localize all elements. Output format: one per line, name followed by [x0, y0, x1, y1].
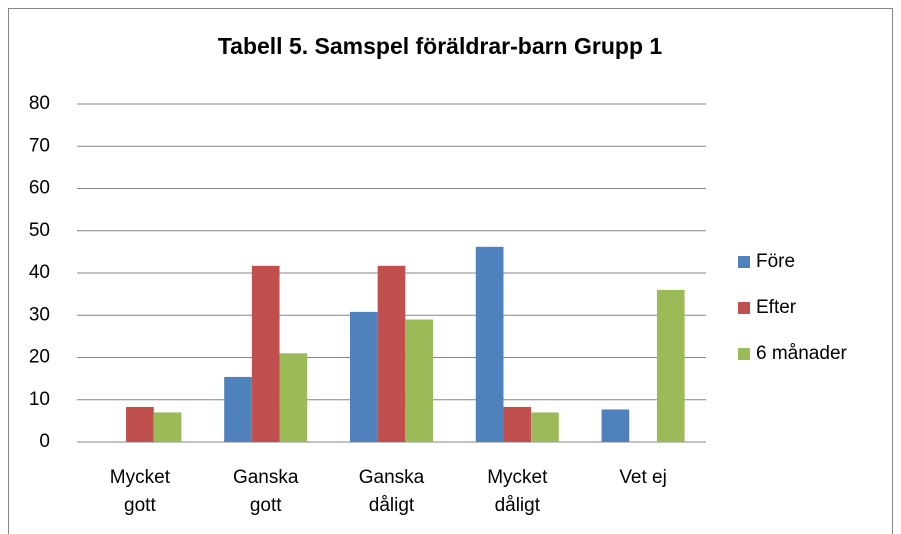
bar — [279, 353, 308, 442]
bar — [224, 376, 252, 442]
bar — [656, 289, 685, 442]
bar — [531, 412, 559, 442]
legend-swatch — [738, 256, 750, 268]
legend-swatch — [738, 348, 750, 360]
bar — [153, 412, 182, 442]
x-tick-label: Ganska — [359, 467, 425, 488]
y-tick-label: 60 — [29, 178, 50, 199]
y-tick-label: 20 — [29, 347, 50, 368]
x-tick-label: gott — [250, 495, 282, 516]
y-tick-label: 30 — [29, 304, 50, 325]
chart-title: Tabell 5. Samspel föräldrar-barn Grupp 1 — [218, 33, 663, 59]
y-tick-label: 50 — [29, 220, 50, 241]
bar — [503, 406, 532, 442]
bar — [475, 246, 504, 442]
bar — [601, 409, 630, 442]
x-tick-label: Ganska — [233, 467, 299, 488]
bar — [377, 265, 406, 442]
bar — [251, 265, 280, 442]
y-tick-label: 0 — [39, 431, 50, 452]
y-tick-label: 70 — [29, 135, 50, 156]
y-tick-label: 40 — [29, 262, 50, 283]
bar — [126, 406, 154, 442]
x-tick-label: Mycket — [487, 467, 548, 488]
legend-swatch — [738, 302, 750, 314]
x-tick-label: dåligt — [495, 495, 541, 516]
x-tick-label: Vet ej — [619, 467, 667, 488]
legend-label: 6 månader — [756, 343, 848, 364]
bar — [405, 319, 434, 442]
legend-label: Efter — [756, 297, 797, 318]
bar — [349, 311, 378, 442]
x-tick-label: dåligt — [369, 495, 415, 516]
chart-frame — [8, 8, 893, 534]
y-tick-label: 80 — [29, 93, 50, 114]
x-tick-label: gott — [124, 495, 156, 516]
legend-label: Före — [756, 251, 795, 272]
x-tick-label: Mycket — [110, 467, 171, 488]
y-tick-label: 10 — [29, 389, 50, 410]
